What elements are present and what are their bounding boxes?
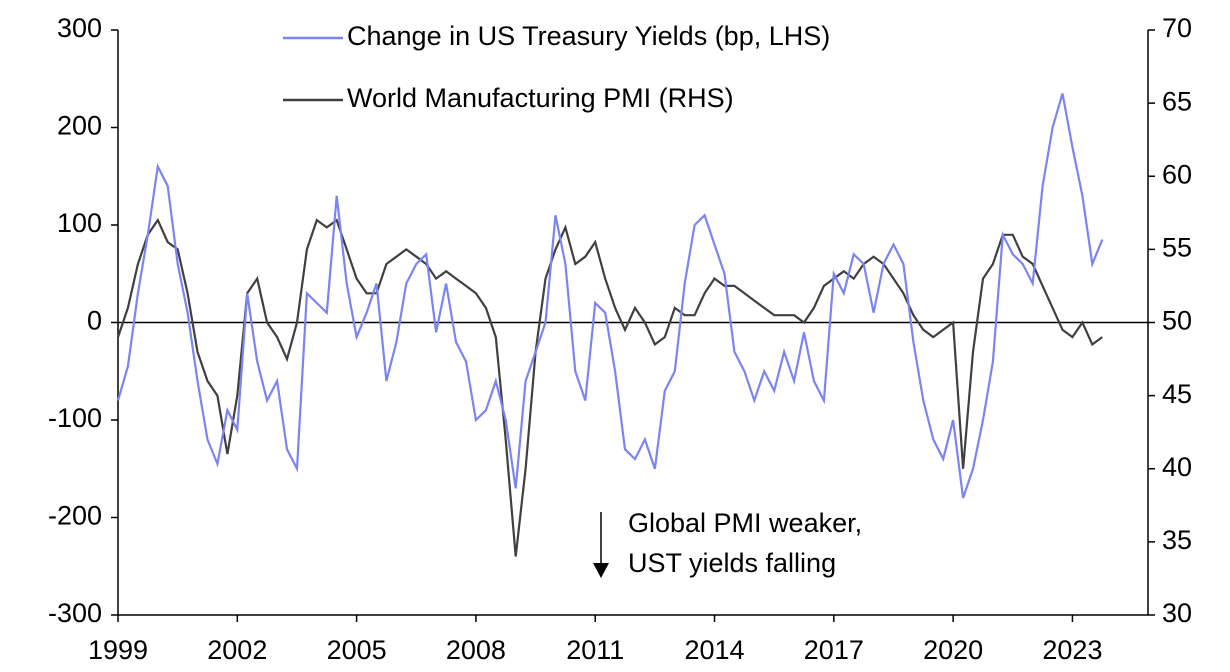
- x-tick-label: 2020: [923, 635, 983, 665]
- y2-tick-label: 60: [1162, 159, 1192, 189]
- y-tick-label: -300: [48, 598, 102, 628]
- annotation: Global PMI weaker,: [628, 508, 862, 538]
- y2-tick-label: 30: [1162, 598, 1192, 628]
- x-tick-label: 2002: [207, 635, 267, 665]
- y-tick-label: 0: [87, 306, 102, 336]
- y-tick-label: 200: [57, 111, 102, 141]
- y2-tick-label: 40: [1162, 452, 1192, 482]
- annotation-arrowhead: [593, 563, 609, 578]
- y-tick-label: -100: [48, 403, 102, 433]
- legend-label: Change in US Treasury Yields (bp, LHS): [347, 21, 830, 51]
- y2-tick-label: 65: [1162, 86, 1192, 116]
- y2-tick-label: 45: [1162, 379, 1192, 409]
- x-tick-label: 2005: [327, 635, 387, 665]
- x-tick-label: 2023: [1042, 635, 1102, 665]
- series-line: [116, 217, 1103, 557]
- y2-tick-label: 50: [1162, 306, 1192, 336]
- y-tick-label: -200: [48, 501, 102, 531]
- x-tick-label: 1999: [88, 635, 148, 665]
- x-tick-label: 2017: [804, 635, 864, 665]
- y-tick-label: 300: [57, 13, 102, 43]
- x-tick-label: 2011: [566, 635, 624, 665]
- y2-tick-label: 55: [1162, 233, 1192, 263]
- y2-tick-label: 70: [1162, 13, 1192, 43]
- x-tick-label: 2014: [684, 635, 744, 665]
- y-tick-label: 100: [57, 208, 102, 238]
- legend-label: World Manufacturing PMI (RHS): [347, 83, 734, 113]
- y2-tick-label: 35: [1162, 525, 1192, 555]
- series-line: [116, 93, 1104, 499]
- x-tick-label: 2008: [446, 635, 506, 665]
- annotation: UST yields falling: [628, 548, 836, 578]
